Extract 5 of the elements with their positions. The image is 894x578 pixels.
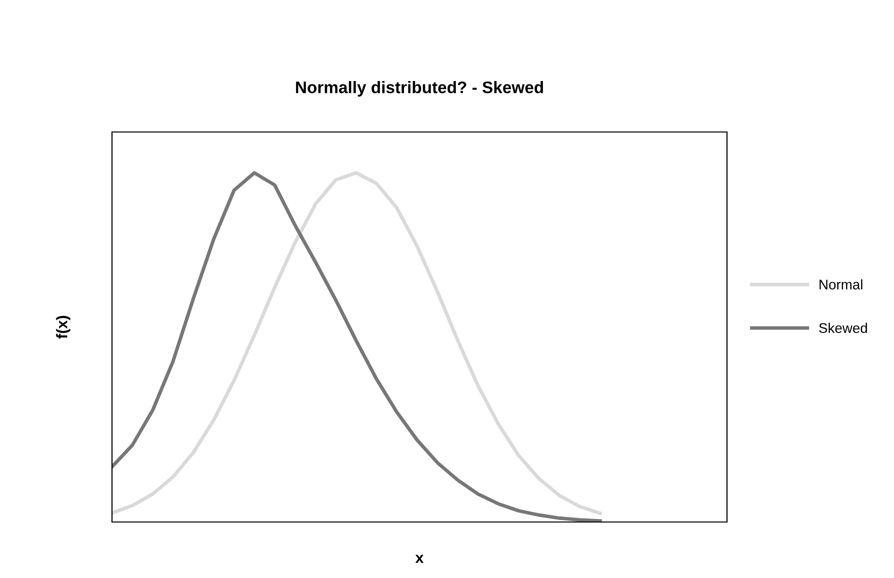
y-axis-title: f(x)	[56, 316, 70, 339]
legend-label: Normal	[820, 279, 862, 290]
legend-label: Skewed	[819, 322, 867, 333]
chart-title: Normally distributed? - Skewed	[296, 81, 543, 97]
x-axis-title: x	[415, 554, 424, 563]
